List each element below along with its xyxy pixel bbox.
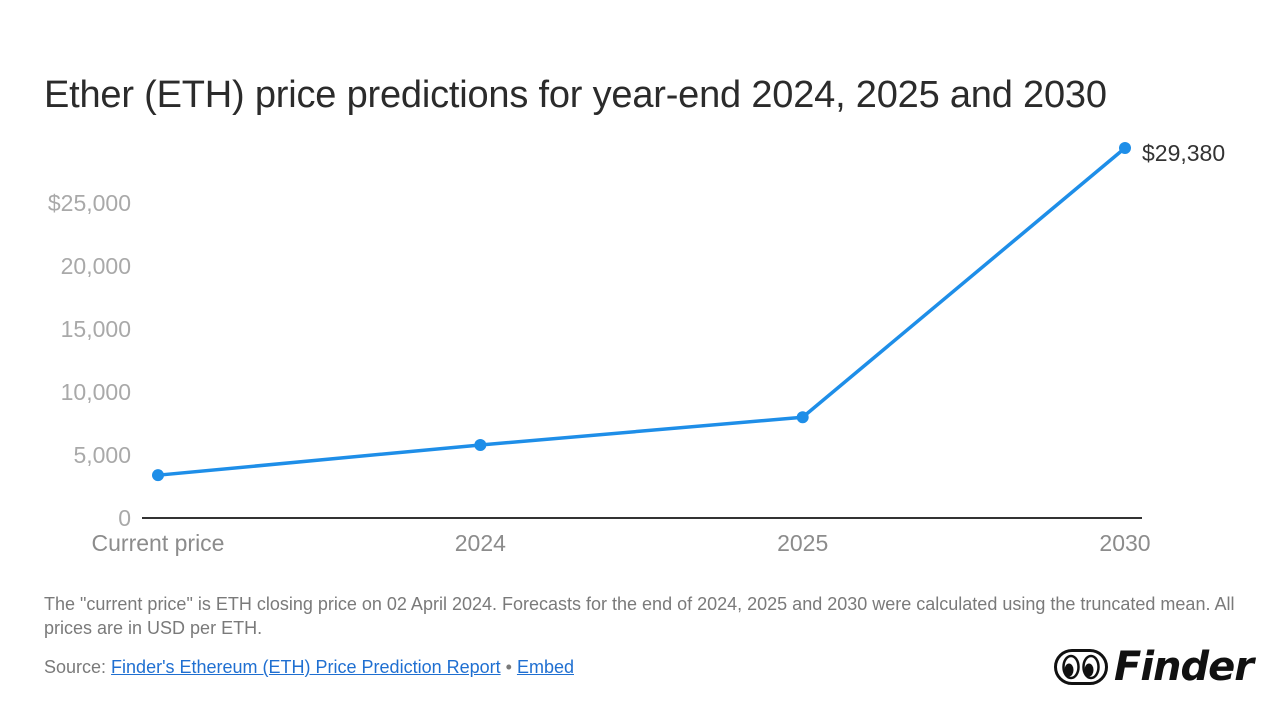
line-chart: 0 5,000 10,000 15,000 20,000 $25,000 Current … [48, 140, 1225, 556]
source-line: Source: Finder's Ethereum (ETH) Price Pr… [44, 657, 574, 678]
chart-footnote: The "current price" is ETH closing price… [44, 594, 1235, 638]
y-tick-label: 15,000 [61, 316, 131, 342]
x-tick-label: Current price [92, 530, 225, 556]
source-report-link[interactable]: Finder's Ethereum (ETH) Price Prediction… [111, 657, 501, 677]
logo-wordmark: Finder [1114, 644, 1254, 690]
y-tick-label: $25,000 [48, 190, 131, 216]
y-tick-label: 5,000 [73, 442, 131, 468]
source-prefix: Source: [44, 657, 112, 677]
eyes-icon [1054, 649, 1108, 685]
data-point[interactable] [474, 438, 487, 451]
y-axis: 0 5,000 10,000 15,000 20,000 $25,000 [48, 190, 131, 531]
data-labels: $29,380 [1142, 140, 1225, 166]
x-tick-label: 2024 [455, 530, 506, 556]
x-tick-label: 2025 [777, 530, 828, 556]
y-tick-label: 0 [118, 505, 131, 531]
embed-link[interactable]: Embed [516, 657, 574, 677]
data-point[interactable] [796, 411, 809, 424]
series-lines [157, 146, 1127, 477]
x-tick-label: 2030 [1099, 530, 1150, 556]
x-axis: Current price 2024 2025 2030 [92, 530, 1151, 556]
data-point[interactable] [152, 469, 164, 482]
series-line [157, 146, 1127, 477]
y-tick-label: 10,000 [61, 379, 131, 405]
data-label: $29,380 [1142, 140, 1225, 166]
source-separator: • [500, 657, 517, 677]
chart-title: Ether (ETH) price predictions for year-e… [44, 74, 1107, 116]
finder-logo[interactable]: Finder [1054, 644, 1254, 690]
data-point[interactable] [1119, 142, 1131, 154]
y-tick-label: 20,000 [61, 253, 131, 279]
series-points [152, 142, 1131, 482]
